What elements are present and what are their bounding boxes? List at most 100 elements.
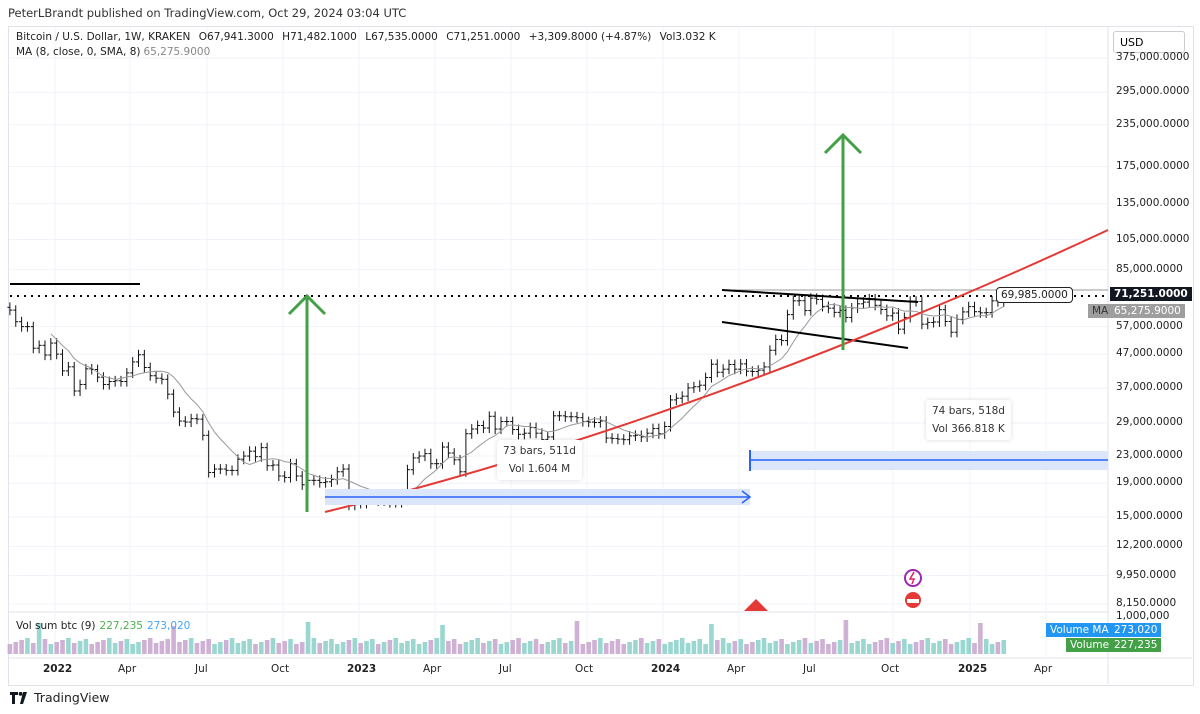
volume-bar [399,643,404,654]
volume-ma-tag-label: Volume MA [1046,623,1113,637]
volume-bar [416,644,422,654]
volume-bar [802,638,808,654]
volume-legend-value: 227,235 [99,620,143,632]
volume-bar [919,640,925,654]
volume-bar [913,642,919,654]
date-range-info-1[interactable]: 73 bars, 511d Vol 1.604 M [497,440,582,480]
volume-bar [124,639,130,654]
volume-bar [13,642,19,654]
time-tick: Apr [727,663,746,675]
volume-bar [861,639,866,654]
volume-bar [790,642,796,654]
volume-bar [866,644,872,654]
volume-bar [200,641,206,654]
volume-bar [7,644,13,654]
volume-bar [1001,640,1007,654]
volume-bar [258,642,264,654]
volume-bar [551,640,556,654]
time-tick: Apr [423,663,442,675]
price-tick: 105,000.0000 [1116,232,1190,245]
time-tick: Oct [271,663,290,675]
volume-bar [235,643,241,654]
price-line-label[interactable]: 69,985.0000 [996,287,1073,303]
volume-bar [937,641,942,654]
volume-bar [621,644,627,654]
ohlc-change: +3,309.8000 (+4.87%) [528,31,652,43]
time-tick: 2023 [347,663,377,675]
volume-bar [299,642,305,654]
volume-bar [264,640,270,654]
volume-bar [340,642,346,654]
volume-bar [562,643,568,654]
time-tick: Jul [803,663,816,675]
volume-bar [983,639,989,654]
volume-bar [884,638,890,654]
volume-bar [188,638,194,654]
time-tick: Apr [118,663,137,675]
volume-bar [557,638,562,654]
symbol-name: Bitcoin / U.S. Dollar, 1W, KRAKEN [16,31,191,43]
range-arrow-icon [741,490,752,504]
volume-bar [960,640,966,654]
volume-bar [948,644,954,654]
volume-bar [498,644,504,654]
volume-bar [218,642,223,654]
volume-bar [153,643,159,654]
volume-bar [580,644,586,654]
volume-tag-label: Volume [1066,638,1114,652]
volume-bar [405,641,410,654]
volume-bar [30,643,36,654]
time-tick: 2022 [43,663,73,675]
volume-bar [60,640,65,654]
volume-legend[interactable]: Vol sum btc (9) 227,235 273,020 [16,620,190,632]
volume-bar [457,644,463,654]
volume-tick: 1,000,000 [1116,610,1170,622]
volume-bar [294,644,299,654]
volume-bar [785,644,790,654]
volume-bar [112,643,118,654]
price-tick: 29,000.0000 [1116,416,1183,428]
volume-bar [709,624,714,654]
volume-bar [159,641,165,654]
volume-bar [820,639,825,654]
time-tick: 2025 [958,663,988,675]
volume-bar [522,643,527,654]
volume-bar [773,641,779,654]
volume-bar [136,642,141,654]
volume-bar [48,644,54,654]
volume-bar [896,641,901,654]
flag-stripe [907,599,919,603]
volume-bar [750,642,755,654]
volume-bar [42,639,48,654]
date-range-info-2[interactable]: 74 bars, 518d Vol 366.818 K [926,400,1011,440]
ohlc-open: O67,941.3000 [198,31,274,43]
ohlc-close: C71,251.0000 [446,31,521,43]
volume-bar [674,640,679,654]
volume-bar [890,643,895,654]
volume-bar [142,640,147,654]
ma-legend[interactable]: MA (8, close, 0, SMA, 8) 65,275.9000 [16,46,210,58]
time-tick: Jul [195,663,208,675]
volume-bar [738,639,743,654]
currency-button[interactable]: USD [1113,31,1185,53]
volume-bar [469,640,475,654]
volume-bar [633,640,638,654]
volume-bar [592,640,597,654]
tradingview-logo-icon [10,691,27,704]
tradingview-logo[interactable]: TradingView [10,690,110,705]
volume-bar [995,642,1001,654]
volume-bar [504,642,510,654]
volume-bar [779,639,784,654]
volume-bar [375,644,381,654]
volume-bar [25,638,30,654]
volume-bar [925,638,931,654]
range1-vol: Vol 1.604 M [508,463,571,475]
volume-bar [422,642,428,654]
symbol-legend: Bitcoin / U.S. Dollar, 1W, KRAKEN O67,94… [16,31,721,43]
volume-bar [767,643,773,654]
volume-bar [732,641,738,654]
volume-bar [978,623,983,654]
volume-bar [276,643,282,654]
volume-bar [656,639,662,654]
